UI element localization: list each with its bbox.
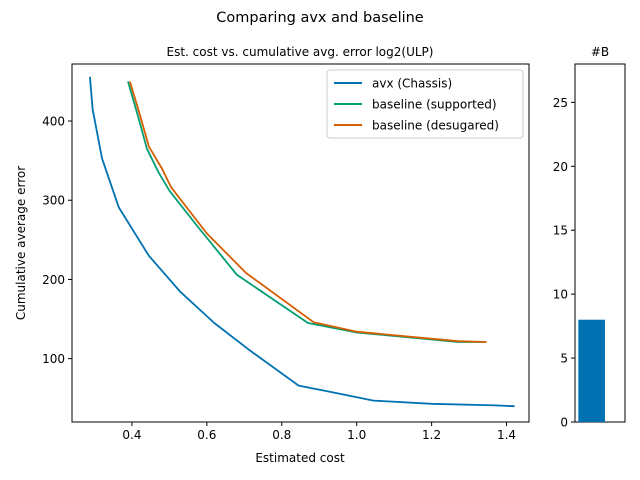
side-bars bbox=[578, 319, 605, 422]
x-tick-label: 0.8 bbox=[272, 428, 291, 442]
side-y-tick-label: 0 bbox=[560, 416, 568, 430]
side-y-tick-label: 15 bbox=[553, 224, 568, 238]
main-x-axis-label: Estimated cost bbox=[255, 451, 345, 465]
side-y-tick-label: 5 bbox=[560, 352, 568, 366]
series-line-avx bbox=[89, 76, 515, 408]
side-chart: #B 0 5 10 15 20 25 bbox=[553, 45, 626, 430]
y-tick-label: 300 bbox=[42, 194, 65, 208]
side-chart-title: #B bbox=[591, 45, 609, 59]
side-y-tick-label: 20 bbox=[553, 160, 568, 174]
y-tick-label: 400 bbox=[42, 115, 65, 129]
side-y-tick-label: 25 bbox=[553, 96, 568, 110]
side-bar bbox=[578, 319, 605, 422]
main-x-axis: 0.4 0.6 0.8 1.0 1.2 1.4 bbox=[122, 422, 516, 442]
x-tick-label: 0.6 bbox=[197, 428, 216, 442]
x-tick-label: 1.0 bbox=[347, 428, 366, 442]
legend-label-baseline-supported: baseline (supported) bbox=[372, 98, 497, 112]
x-tick-label: 1.2 bbox=[422, 428, 441, 442]
series-line-baseline-desugared bbox=[129, 81, 487, 343]
legend-box bbox=[326, 69, 524, 139]
main-chart-title: Est. cost vs. cumulative avg. error log2… bbox=[167, 45, 434, 59]
side-y-axis: 0 5 10 15 20 25 bbox=[553, 96, 575, 430]
main-plot-lines bbox=[89, 76, 515, 408]
main-y-axis-label: Cumulative average error bbox=[14, 166, 28, 320]
y-tick-label: 200 bbox=[42, 273, 65, 287]
legend-label-avx: avx (Chassis) bbox=[372, 77, 452, 91]
figure-suptitle: Comparing avx and baseline bbox=[216, 10, 424, 26]
main-plot-frame bbox=[71, 63, 530, 423]
legend-label-baseline-desugared: baseline (desugared) bbox=[372, 119, 499, 133]
main-chart: Est. cost vs. cumulative avg. error log2… bbox=[14, 45, 530, 465]
x-tick-label: 1.4 bbox=[497, 428, 516, 442]
x-tick-label: 0.4 bbox=[122, 428, 141, 442]
side-y-tick-label: 10 bbox=[553, 288, 568, 302]
y-tick-label: 100 bbox=[42, 352, 65, 366]
main-y-axis: 100 200 300 400 bbox=[42, 115, 72, 366]
legend: avx (Chassis) baseline (supported) basel… bbox=[326, 69, 524, 139]
